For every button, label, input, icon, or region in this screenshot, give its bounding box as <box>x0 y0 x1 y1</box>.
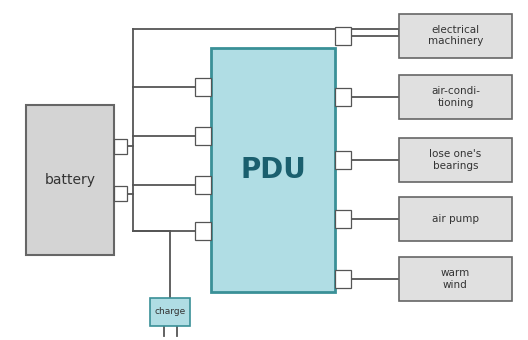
Text: warm
wind: warm wind <box>441 268 470 290</box>
Bar <box>211 48 335 292</box>
Bar <box>195 78 211 96</box>
Text: PDU: PDU <box>240 156 306 184</box>
Bar <box>399 138 512 182</box>
Bar <box>195 176 211 194</box>
Text: lose one's
bearings: lose one's bearings <box>429 149 482 171</box>
Bar <box>114 186 127 201</box>
Text: air pump: air pump <box>432 214 479 224</box>
Bar <box>335 151 351 169</box>
Bar <box>195 127 211 145</box>
Text: electrical
machinery: electrical machinery <box>428 25 483 47</box>
Bar <box>150 298 190 326</box>
Bar <box>399 197 512 241</box>
Text: battery: battery <box>44 173 96 187</box>
Bar <box>399 14 512 58</box>
Bar <box>114 139 127 154</box>
Bar <box>335 210 351 228</box>
Bar <box>335 27 351 45</box>
Bar <box>399 75 512 119</box>
Bar <box>399 257 512 301</box>
Bar <box>335 270 351 288</box>
Bar <box>335 88 351 106</box>
Text: air-condi-
tioning: air-condi- tioning <box>431 86 480 108</box>
Bar <box>26 105 114 255</box>
Bar <box>195 222 211 240</box>
Text: charge: charge <box>155 307 186 317</box>
